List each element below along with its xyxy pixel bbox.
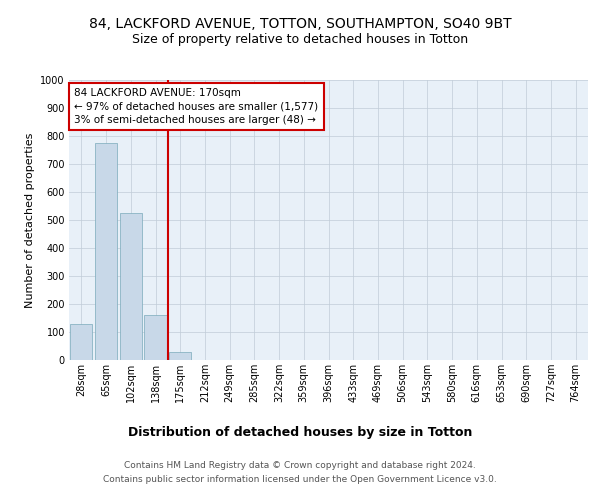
- Bar: [169, 352, 191, 360]
- Bar: [145, 315, 167, 360]
- Text: Size of property relative to detached houses in Totton: Size of property relative to detached ho…: [132, 32, 468, 46]
- Text: 84 LACKFORD AVENUE: 170sqm
← 97% of detached houses are smaller (1,577)
3% of se: 84 LACKFORD AVENUE: 170sqm ← 97% of deta…: [74, 88, 319, 125]
- Bar: [95, 143, 117, 360]
- Bar: [119, 213, 142, 360]
- Text: Distribution of detached houses by size in Totton: Distribution of detached houses by size …: [128, 426, 472, 439]
- Bar: [70, 324, 92, 360]
- Y-axis label: Number of detached properties: Number of detached properties: [25, 132, 35, 308]
- Text: 84, LACKFORD AVENUE, TOTTON, SOUTHAMPTON, SO40 9BT: 84, LACKFORD AVENUE, TOTTON, SOUTHAMPTON…: [89, 18, 511, 32]
- Text: Contains HM Land Registry data © Crown copyright and database right 2024.
Contai: Contains HM Land Registry data © Crown c…: [103, 462, 497, 483]
